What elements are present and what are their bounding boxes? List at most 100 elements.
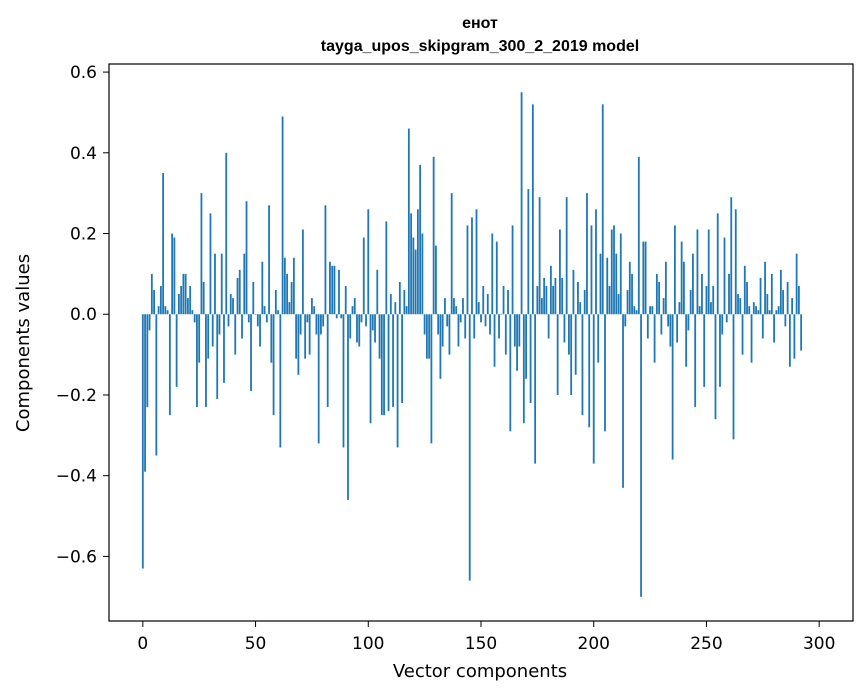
bar <box>662 298 665 315</box>
bar <box>800 314 803 351</box>
bar <box>435 245 437 315</box>
bar <box>279 314 282 448</box>
bar <box>292 257 295 315</box>
bar <box>775 310 778 315</box>
y-tick-label: 0.2 <box>70 225 97 245</box>
bar <box>173 237 176 315</box>
bar <box>570 314 573 395</box>
bar <box>153 290 155 315</box>
bar <box>624 314 627 327</box>
bar <box>432 156 435 315</box>
bar <box>306 314 309 323</box>
bar <box>489 314 491 335</box>
bar <box>175 314 178 387</box>
bar <box>277 310 279 315</box>
bar <box>554 277 557 315</box>
bar <box>759 277 762 315</box>
bar <box>274 290 277 315</box>
bar <box>410 213 413 315</box>
bar <box>779 269 782 315</box>
bar <box>335 314 338 319</box>
bar <box>311 298 313 315</box>
bar <box>673 225 676 315</box>
bar <box>777 306 780 315</box>
bar <box>414 249 417 315</box>
chart-subtitle: tayga_upos_skipgram_300_2_2019 model <box>321 38 639 55</box>
bar <box>540 298 543 315</box>
bar <box>604 314 606 432</box>
bar <box>196 314 198 408</box>
bar <box>714 314 717 420</box>
x-tick-label: 300 <box>803 634 835 654</box>
bar <box>531 104 534 315</box>
bar <box>595 209 597 315</box>
bar <box>448 314 451 355</box>
bar <box>525 314 527 379</box>
bar <box>683 261 685 315</box>
bar <box>543 277 546 315</box>
bar <box>159 285 162 315</box>
bar <box>518 314 521 347</box>
bar <box>369 314 372 424</box>
bar <box>290 281 293 315</box>
bar <box>500 314 503 315</box>
bar <box>710 302 712 315</box>
x-tick-label: 200 <box>578 634 610 654</box>
bar <box>252 281 255 315</box>
bar <box>299 314 302 335</box>
bar <box>356 314 358 343</box>
bar <box>631 273 633 315</box>
bar <box>707 229 710 315</box>
bar <box>450 193 453 315</box>
bar <box>423 314 426 335</box>
bar <box>538 197 541 315</box>
bar <box>234 314 237 355</box>
bar <box>678 302 681 315</box>
bar <box>513 314 516 347</box>
bar <box>606 257 609 315</box>
bar <box>626 290 629 315</box>
bar <box>791 298 794 315</box>
bar <box>229 294 232 315</box>
bar <box>236 277 239 315</box>
y-tick-label: 0.4 <box>70 144 97 164</box>
bar <box>304 314 307 359</box>
bar <box>376 269 379 315</box>
bar <box>689 290 692 315</box>
bar <box>547 314 550 339</box>
bar <box>619 233 622 315</box>
bar <box>755 306 757 315</box>
bar <box>283 257 286 315</box>
bar <box>198 314 201 363</box>
bar <box>572 269 575 315</box>
bar <box>247 314 250 323</box>
bar <box>721 314 724 335</box>
bar <box>716 213 719 315</box>
bar <box>157 306 160 315</box>
bar <box>644 241 647 315</box>
bar <box>739 298 742 315</box>
y-axis-ticks: −0.6 −0.4 −0.2 0.0 0.2 0.4 0.6 <box>56 63 109 567</box>
x-tick-label: 0 <box>137 634 148 654</box>
bar <box>329 261 331 315</box>
bar <box>256 314 259 327</box>
bar <box>770 273 773 315</box>
y-tick-label: 0.0 <box>70 305 97 325</box>
bar <box>748 306 751 315</box>
bar <box>504 314 507 355</box>
bar <box>658 281 661 315</box>
bar <box>403 290 406 315</box>
bar <box>182 273 185 315</box>
bar <box>795 253 798 315</box>
bar <box>766 294 769 315</box>
bar <box>615 253 618 315</box>
bar <box>155 314 158 456</box>
bar <box>353 298 356 315</box>
bar <box>416 209 419 315</box>
bar <box>646 314 649 339</box>
bar <box>734 209 737 315</box>
bar <box>687 314 690 331</box>
bar <box>475 209 478 315</box>
bar <box>520 92 523 315</box>
bar <box>184 273 187 315</box>
